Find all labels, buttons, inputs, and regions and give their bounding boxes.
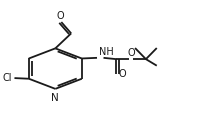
Text: O: O <box>56 11 64 21</box>
Text: O: O <box>127 48 134 58</box>
Text: NH: NH <box>98 47 113 56</box>
Text: O: O <box>118 69 126 79</box>
Text: N: N <box>51 93 59 103</box>
Text: Cl: Cl <box>3 73 12 83</box>
